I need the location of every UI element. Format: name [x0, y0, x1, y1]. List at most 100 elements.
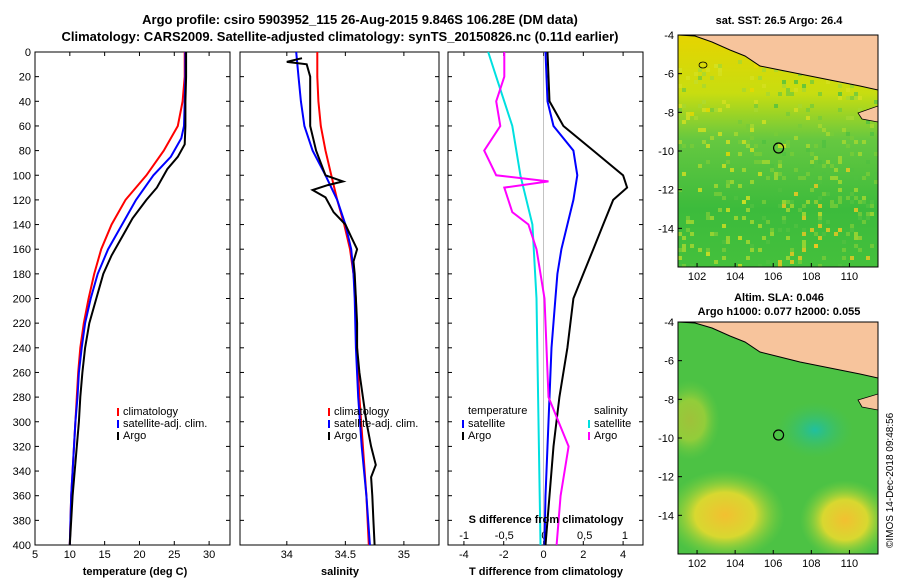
sst-pixel	[766, 92, 770, 96]
sst-pixel	[818, 236, 822, 240]
sst-pixel	[854, 188, 858, 192]
sst-pixel	[862, 200, 866, 204]
sst-pixel	[754, 160, 758, 164]
sst-pixel	[702, 140, 706, 144]
map-x-tick-label: 108	[802, 558, 820, 570]
sst-pixel	[858, 96, 862, 100]
sst-pixel	[734, 132, 738, 136]
sst-pixel	[786, 112, 790, 116]
sst-pixel	[730, 180, 734, 184]
sst-pixel	[830, 164, 834, 168]
sst-pixel	[702, 72, 706, 76]
sst-pixel	[798, 176, 802, 180]
sst-pixel	[746, 124, 750, 128]
sst-pixel	[718, 192, 722, 196]
series-line-argo	[68, 52, 188, 546]
map-x-tick-label: 104	[726, 558, 744, 570]
legend-label-climatology: climatology	[334, 406, 390, 418]
sst-pixel	[834, 168, 838, 172]
sst-pixel	[778, 260, 782, 264]
y-tick-label: 280	[13, 392, 31, 404]
map-x-tick-label: 104	[726, 271, 744, 283]
sst-pixel	[838, 108, 842, 112]
legend-label-s-argo: Argo	[594, 430, 617, 442]
sst-pixel	[742, 168, 746, 172]
sst-pixel	[850, 192, 854, 196]
sst-pixel	[690, 144, 694, 148]
sst-pixel	[822, 164, 826, 168]
y-tick-label: 320	[13, 441, 31, 453]
sst-pixel	[706, 144, 710, 148]
sst-pixel	[774, 68, 778, 72]
sst-pixel	[682, 120, 686, 124]
sst-pixel	[694, 72, 698, 76]
island-landmass	[857, 393, 878, 411]
map-y-tick-label: -12	[658, 472, 674, 484]
sst-pixel	[758, 152, 762, 156]
sst-pixel	[690, 264, 694, 267]
sst-pixel	[714, 260, 718, 264]
sst-pixel	[850, 152, 854, 156]
sst-pixel	[706, 212, 710, 216]
x-tick-label: 20	[133, 549, 145, 561]
sst-pixel	[846, 96, 850, 100]
sst-pixel	[742, 140, 746, 144]
sst-pixel	[854, 244, 858, 248]
x-tick-label: 10	[64, 549, 76, 561]
sst-pixel	[846, 144, 850, 148]
y-tick-label: 60	[19, 121, 31, 133]
sst-pixel	[818, 220, 822, 224]
sst-pixel	[742, 200, 746, 204]
sst-pixel	[874, 180, 878, 184]
sst-pixel	[854, 196, 858, 200]
x-tick-label: 30	[203, 549, 215, 561]
sst-pixel	[694, 116, 698, 120]
sst-pixel	[794, 192, 798, 196]
sst-pixel	[770, 164, 774, 168]
sst-pixel	[738, 152, 742, 156]
sst-pixel	[722, 256, 726, 260]
sla-map-title: Altim. SLA: 0.046	[734, 292, 824, 304]
sst-pixel	[750, 128, 754, 132]
sst-pixel	[678, 256, 682, 260]
sst-pixel	[786, 88, 790, 92]
sst-pixel	[838, 264, 842, 267]
sst-pixel	[714, 192, 718, 196]
y-tick-label: 340	[13, 466, 31, 478]
sst-pixel	[838, 188, 842, 192]
sst-pixel	[794, 80, 798, 84]
sst-pixel	[774, 176, 778, 180]
sst-pixel	[722, 100, 726, 104]
sst-pixel	[750, 248, 754, 252]
sst-pixel	[738, 184, 742, 188]
sst-pixel	[854, 176, 858, 180]
sst-pixel	[746, 196, 750, 200]
sst-pixel	[714, 232, 718, 236]
map-x-tick-label: 102	[688, 558, 706, 570]
sst-pixel	[866, 212, 870, 216]
sst-pixel	[858, 236, 862, 240]
sst-pixel	[774, 132, 778, 136]
x-tick-label: -4	[459, 549, 469, 561]
sst-pixel	[838, 84, 842, 88]
sst-pixel	[754, 144, 758, 148]
sst-pixel	[742, 216, 746, 220]
sst-pixel	[762, 84, 766, 88]
sst-pixel	[698, 188, 702, 192]
y-tick-label: 380	[13, 515, 31, 527]
sst-pixel	[790, 204, 794, 208]
sst-pixel	[722, 196, 726, 200]
sst-pixel	[798, 208, 802, 212]
y-tick-label: 100	[13, 170, 31, 182]
sla-cool-eddy	[777, 402, 853, 458]
island-landmass	[857, 105, 878, 123]
sst-pixel	[706, 108, 710, 112]
map-y-tick-label: -6	[664, 356, 674, 368]
sst-pixel	[818, 116, 822, 120]
difference-panel: -4 -2 0 2 4 -1 -0,5 0 0,5 1 S difference from cl…	[447, 51, 644, 578]
sst-pixel	[726, 240, 730, 244]
sst-pixel	[786, 228, 790, 232]
y-tick-label: 80	[19, 146, 31, 158]
sst-pixel	[778, 92, 782, 96]
sst-pixel	[738, 120, 742, 124]
